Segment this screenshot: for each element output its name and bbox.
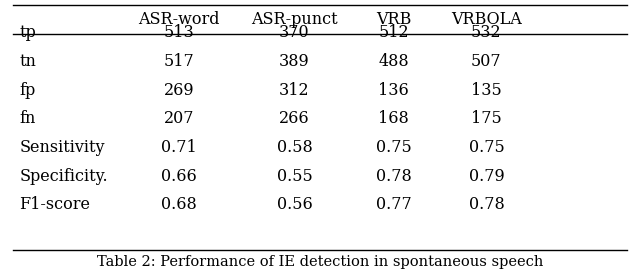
Text: 0.66: 0.66: [161, 168, 197, 185]
Text: 207: 207: [164, 110, 195, 127]
Text: F1-score: F1-score: [19, 196, 90, 213]
Text: VRB: VRB: [376, 11, 412, 28]
Text: VRBOLA: VRBOLA: [451, 11, 522, 28]
Text: tn: tn: [19, 53, 36, 70]
Text: 532: 532: [471, 24, 502, 41]
Text: 513: 513: [164, 24, 195, 41]
Text: ASR-punct: ASR-punct: [251, 11, 338, 28]
Text: 389: 389: [279, 53, 310, 70]
Text: 175: 175: [471, 110, 502, 127]
Text: 517: 517: [164, 53, 195, 70]
Text: 0.75: 0.75: [376, 139, 412, 156]
Text: Specificity.: Specificity.: [19, 168, 108, 185]
Text: ASR-word: ASR-word: [138, 11, 220, 28]
Text: 488: 488: [378, 53, 409, 70]
Text: 512: 512: [378, 24, 409, 41]
Text: fn: fn: [19, 110, 36, 127]
Text: 0.75: 0.75: [468, 139, 504, 156]
Text: 0.79: 0.79: [468, 168, 504, 185]
Text: 312: 312: [279, 82, 310, 99]
Text: 0.77: 0.77: [376, 196, 412, 213]
Text: 0.71: 0.71: [161, 139, 197, 156]
Text: 0.58: 0.58: [276, 139, 312, 156]
Text: 0.56: 0.56: [276, 196, 312, 213]
Text: 0.55: 0.55: [276, 168, 312, 185]
Text: 0.78: 0.78: [468, 196, 504, 213]
Text: 0.68: 0.68: [161, 196, 197, 213]
Text: 135: 135: [471, 82, 502, 99]
Text: fp: fp: [19, 82, 35, 99]
Text: 168: 168: [378, 110, 409, 127]
Text: Sensitivity: Sensitivity: [19, 139, 105, 156]
Text: 266: 266: [279, 110, 310, 127]
Text: 269: 269: [164, 82, 195, 99]
Text: tp: tp: [19, 24, 36, 41]
Text: Table 2: Performance of IE detection in spontaneous speech: Table 2: Performance of IE detection in …: [97, 255, 543, 269]
Text: 0.78: 0.78: [376, 168, 412, 185]
Text: 507: 507: [471, 53, 502, 70]
Text: 136: 136: [378, 82, 409, 99]
Text: 370: 370: [279, 24, 310, 41]
